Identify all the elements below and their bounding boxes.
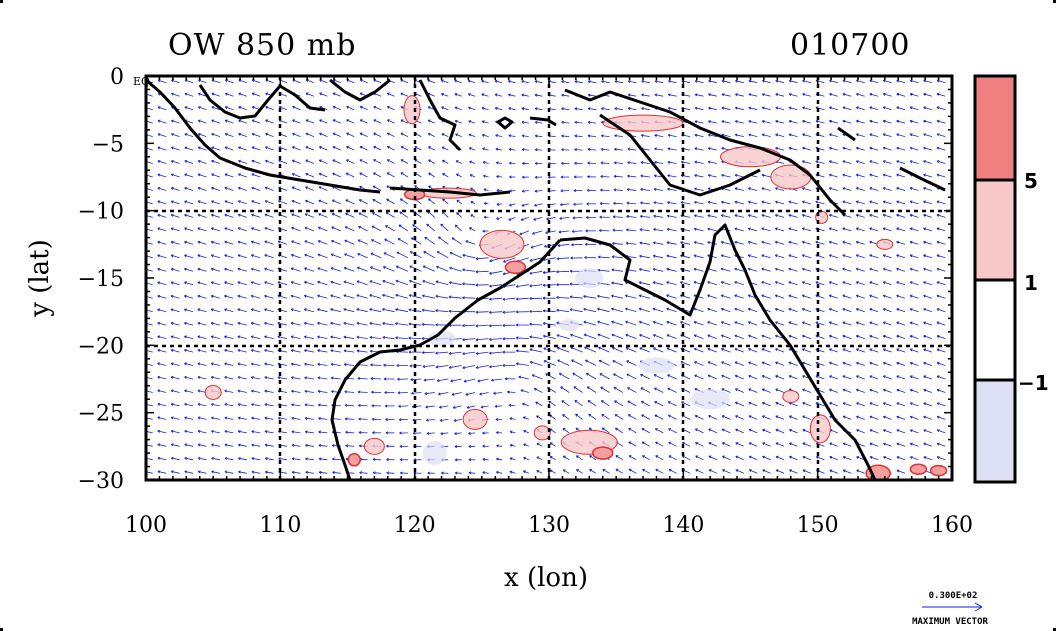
lat-lon-grid bbox=[146, 76, 952, 480]
frame-tick-marks bbox=[145, 75, 953, 481]
x-tick-label: 150 bbox=[797, 513, 839, 538]
colorbar-label-1: 1 bbox=[1024, 271, 1038, 295]
negative-vorticity-region bbox=[638, 357, 675, 374]
y-axis-label: y (lat) bbox=[25, 239, 55, 318]
y-tick-label: −20 bbox=[78, 334, 124, 359]
y-tick-label: −5 bbox=[92, 132, 124, 157]
y-tick-label: −10 bbox=[78, 200, 124, 225]
colorbar-swatch-low bbox=[975, 380, 1015, 482]
vector-key: 0.300E+02 MAXIMUM VECTOR bbox=[912, 591, 988, 627]
negative-vorticity-region bbox=[427, 330, 456, 347]
negative-vorticity-region bbox=[559, 319, 580, 332]
x-tick-label: 140 bbox=[662, 513, 704, 538]
positive-vorticity-region bbox=[782, 390, 800, 404]
vector-key-caption: MAXIMUM VECTOR bbox=[912, 617, 988, 627]
positive-vorticity-region bbox=[403, 95, 421, 125]
positive-vorticity-region bbox=[479, 229, 525, 259]
x-tick-label: 160 bbox=[931, 513, 973, 538]
vorticity-contours bbox=[204, 95, 948, 480]
y-tick-label: −15 bbox=[78, 267, 124, 292]
positive-vorticity-region bbox=[347, 453, 361, 467]
negative-vorticity-region bbox=[422, 441, 447, 466]
map-title: OW 850 mb bbox=[168, 28, 357, 63]
wind-vector-field bbox=[146, 79, 946, 475]
map-date-code: 010700 bbox=[790, 28, 911, 63]
positive-vorticity-region bbox=[533, 425, 551, 441]
positive-vorticity-region bbox=[462, 408, 488, 430]
negative-vorticity-region bbox=[690, 389, 731, 410]
x-axis-label: x (lon) bbox=[504, 563, 588, 593]
x-tick-label: 130 bbox=[528, 513, 570, 538]
positive-vorticity-region bbox=[204, 384, 222, 400]
positive-vorticity-region bbox=[591, 446, 614, 460]
colorbar-swatch-mid bbox=[975, 180, 1015, 280]
coastline bbox=[146, 78, 946, 480]
colorbar-label-5: 5 bbox=[1024, 169, 1038, 193]
colorbar-swatch-high bbox=[975, 76, 1015, 180]
positive-vorticity-region bbox=[909, 463, 928, 475]
positive-vorticity-region bbox=[929, 464, 948, 477]
positive-vorticity-region bbox=[504, 260, 527, 274]
positive-vorticity-region bbox=[876, 238, 894, 250]
positive-vorticity-region bbox=[770, 164, 812, 190]
x-tick-label: 110 bbox=[259, 513, 301, 538]
positive-vorticity-region bbox=[720, 146, 781, 168]
positive-vorticity-region bbox=[809, 414, 831, 444]
y-tick-label: −30 bbox=[78, 469, 124, 494]
equator-label: EQ bbox=[133, 75, 150, 88]
positive-vorticity-region bbox=[363, 437, 385, 455]
colorbar: 5 1 −1 bbox=[973, 74, 1049, 484]
colorbar-swatch-neutral bbox=[975, 280, 1015, 380]
y-tick-label: −25 bbox=[78, 402, 124, 427]
y-tick-labels: 0 −5 −10 −15 −20 −25 −30 bbox=[78, 65, 124, 494]
x-tick-labels: 100 110 120 130 140 150 160 bbox=[125, 513, 973, 538]
positive-vorticity-region bbox=[602, 114, 684, 132]
x-tick-label: 120 bbox=[394, 513, 436, 538]
vector-key-magnitude: 0.300E+02 bbox=[929, 591, 978, 601]
negative-vorticity-region bbox=[575, 268, 604, 288]
y-tick-label: 0 bbox=[110, 65, 124, 90]
x-tick-label: 100 bbox=[125, 513, 167, 538]
colorbar-label-neg1: −1 bbox=[1018, 371, 1049, 395]
